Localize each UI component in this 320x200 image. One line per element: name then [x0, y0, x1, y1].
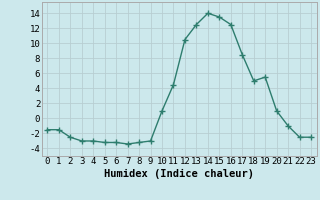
X-axis label: Humidex (Indice chaleur): Humidex (Indice chaleur) [104, 169, 254, 179]
